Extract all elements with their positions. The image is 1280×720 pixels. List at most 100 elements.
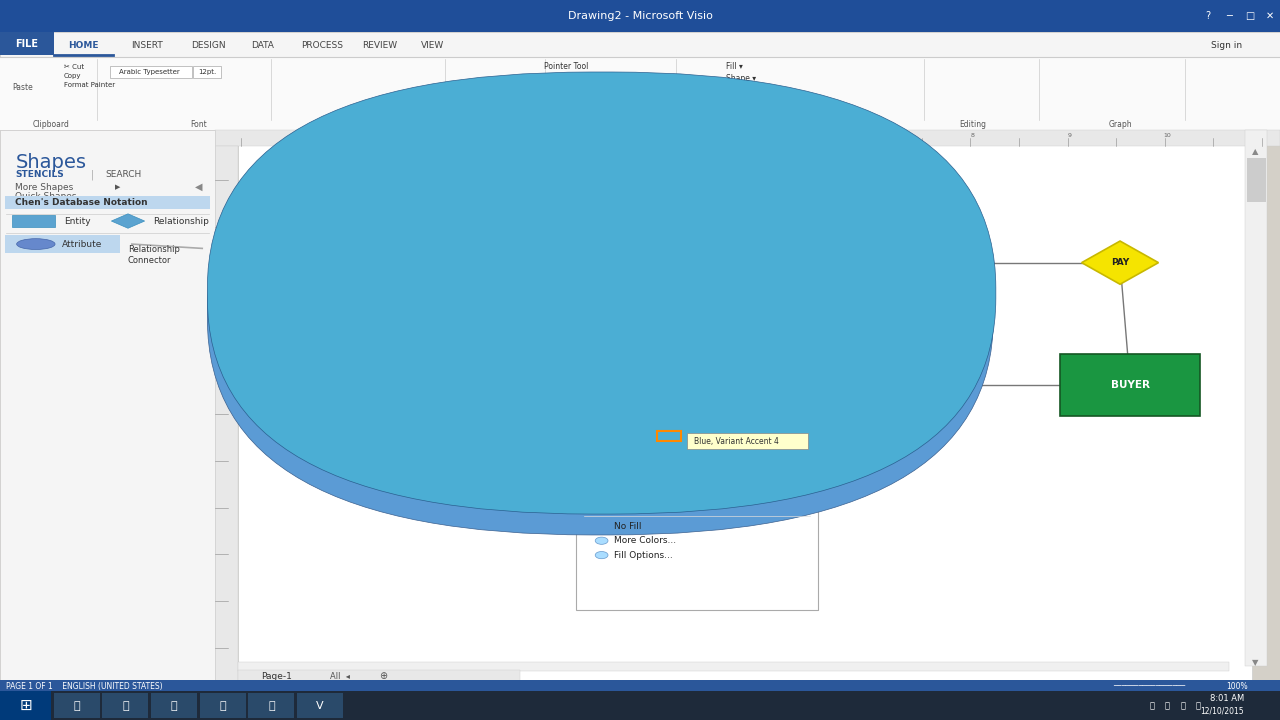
Text: ✕: ✕ [1266, 11, 1274, 21]
FancyBboxPatch shape [589, 345, 611, 354]
Text: ✂ Cut: ✂ Cut [64, 64, 84, 70]
Text: 12/10/2015: 12/10/2015 [1201, 707, 1244, 716]
FancyBboxPatch shape [681, 345, 703, 354]
Text: 5: 5 [678, 133, 684, 138]
Text: Standard Colors: Standard Colors [589, 449, 657, 457]
FancyBboxPatch shape [727, 365, 749, 374]
Text: Drawing2 - Microsoft Visio: Drawing2 - Microsoft Visio [567, 11, 713, 21]
Text: REVIEW: REVIEW [362, 41, 398, 50]
Text: Page-1: Page-1 [261, 672, 292, 680]
Ellipse shape [794, 308, 899, 350]
Text: 2: 2 [387, 133, 392, 138]
FancyBboxPatch shape [581, 282, 813, 302]
Text: Fill  ▾: Fill ▾ [617, 287, 641, 297]
FancyBboxPatch shape [681, 365, 703, 374]
Text: 8: 8 [970, 133, 975, 138]
FancyBboxPatch shape [750, 365, 772, 374]
FancyBboxPatch shape [681, 355, 703, 364]
Ellipse shape [17, 239, 55, 250]
Text: Blue, Variant Accent 4: Blue, Variant Accent 4 [694, 437, 778, 446]
Text: Use Default: Use Default [617, 310, 669, 318]
Polygon shape [433, 241, 509, 284]
FancyBboxPatch shape [0, 691, 51, 720]
Text: PURCHASE: PURCHASE [910, 380, 965, 389]
FancyBboxPatch shape [612, 345, 634, 354]
Text: STENCILS: STENCILS [15, 171, 64, 179]
Text: FILE: FILE [15, 39, 38, 49]
FancyBboxPatch shape [750, 467, 772, 476]
Text: Shape: Shape [577, 120, 600, 129]
FancyBboxPatch shape [0, 58, 1280, 130]
FancyBboxPatch shape [658, 355, 680, 364]
FancyBboxPatch shape [681, 395, 703, 405]
FancyBboxPatch shape [200, 693, 246, 718]
Text: 4: 4 [581, 133, 586, 138]
Text: INVOICE: INVOICE [762, 258, 809, 268]
Text: HOME: HOME [68, 41, 99, 50]
FancyBboxPatch shape [612, 467, 634, 476]
FancyBboxPatch shape [635, 385, 657, 395]
FancyBboxPatch shape [704, 355, 726, 364]
Text: 10: 10 [1164, 133, 1171, 138]
FancyBboxPatch shape [750, 395, 772, 405]
FancyBboxPatch shape [658, 467, 680, 476]
Text: GUARANTEE: GUARANTEE [819, 325, 873, 333]
FancyBboxPatch shape [773, 467, 795, 476]
Text: V: V [316, 701, 324, 711]
Text: 🔋: 🔋 [1180, 701, 1185, 710]
Text: Paragraph: Paragraph [329, 120, 367, 129]
Text: 1: 1 [289, 133, 294, 138]
FancyBboxPatch shape [635, 365, 657, 374]
Text: OFFER: OFFER [576, 380, 609, 389]
FancyBboxPatch shape [151, 693, 197, 718]
FancyBboxPatch shape [704, 467, 726, 476]
FancyBboxPatch shape [0, 691, 1280, 720]
Text: 8:01 AM: 8:01 AM [1210, 694, 1244, 703]
FancyBboxPatch shape [658, 395, 680, 405]
FancyBboxPatch shape [612, 365, 634, 374]
FancyBboxPatch shape [207, 72, 996, 514]
Text: Fill ▾: Fill ▾ [726, 63, 742, 71]
FancyBboxPatch shape [612, 355, 634, 364]
FancyBboxPatch shape [0, 32, 1280, 130]
FancyBboxPatch shape [0, 32, 54, 55]
FancyBboxPatch shape [842, 467, 864, 476]
FancyBboxPatch shape [796, 467, 818, 476]
Text: RECEIVE: RECEIVE [451, 258, 493, 267]
FancyBboxPatch shape [727, 395, 749, 405]
Text: 3: 3 [484, 133, 489, 138]
FancyBboxPatch shape [750, 345, 772, 354]
FancyBboxPatch shape [658, 385, 680, 395]
FancyBboxPatch shape [589, 365, 611, 374]
FancyBboxPatch shape [612, 375, 634, 384]
Text: SEARCH: SEARCH [105, 171, 141, 179]
FancyBboxPatch shape [716, 232, 855, 294]
Text: Clipboard: Clipboard [33, 120, 69, 129]
FancyBboxPatch shape [193, 66, 221, 78]
FancyBboxPatch shape [612, 431, 634, 441]
Text: ▲: ▲ [1252, 147, 1260, 156]
FancyBboxPatch shape [381, 354, 521, 415]
Text: Recent Colors: Recent Colors [589, 484, 648, 492]
FancyBboxPatch shape [704, 375, 726, 384]
FancyBboxPatch shape [704, 385, 726, 395]
Text: 12pt.: 12pt. [198, 69, 216, 75]
FancyBboxPatch shape [1245, 130, 1267, 666]
FancyBboxPatch shape [5, 196, 210, 209]
FancyBboxPatch shape [727, 375, 749, 384]
FancyBboxPatch shape [238, 662, 1229, 671]
Text: Connector: Connector [544, 74, 584, 83]
FancyBboxPatch shape [727, 385, 749, 395]
Text: Fill Options...: Fill Options... [614, 551, 673, 559]
Text: DESIGN: DESIGN [191, 41, 227, 50]
FancyBboxPatch shape [589, 355, 611, 364]
Text: SPECIFICATION: SPECIFICATION [620, 325, 687, 333]
FancyBboxPatch shape [238, 670, 520, 683]
FancyBboxPatch shape [589, 375, 611, 384]
Text: 🎵: 🎵 [268, 701, 275, 711]
Text: More Colors...: More Colors... [614, 536, 677, 545]
Ellipse shape [602, 308, 707, 350]
Text: VIEW: VIEW [421, 41, 444, 50]
Circle shape [595, 552, 608, 559]
Text: Arrange: Arrange [817, 120, 847, 129]
